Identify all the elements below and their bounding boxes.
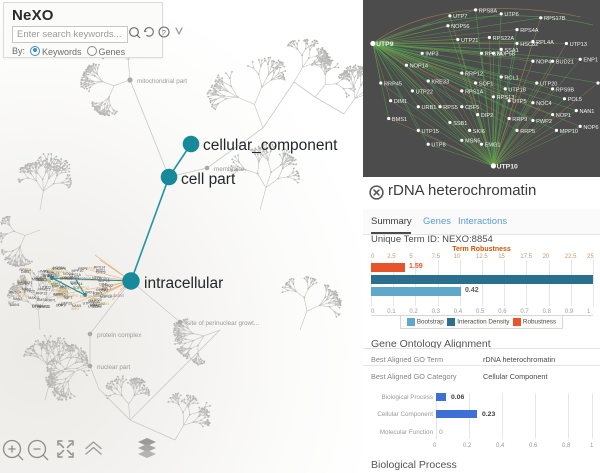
svg-text:intracellular: intracellular	[144, 275, 223, 292]
svg-text:RPS4A: RPS4A	[520, 28, 539, 34]
svg-text:SSB1: SSB1	[453, 121, 467, 127]
svg-text:NAN1: NAN1	[22, 287, 32, 291]
svg-text:DIM1: DIM1	[394, 99, 407, 105]
svg-text:NAN1: NAN1	[10, 303, 20, 307]
svg-text:RCL1: RCL1	[504, 75, 518, 81]
svg-text:UTP18: UTP18	[508, 87, 525, 93]
svg-text:NAN1: NAN1	[13, 297, 23, 301]
svg-text:IMP3: IMP3	[54, 275, 62, 279]
svg-text:DIM1: DIM1	[99, 282, 108, 286]
svg-text:PWP2: PWP2	[536, 119, 552, 125]
svg-text:CBF5: CBF5	[465, 105, 479, 111]
svg-text:cellular_component: cellular_component	[203, 137, 338, 154]
svg-text:NOP14: NOP14	[98, 279, 110, 283]
svg-text:RPS14: RPS14	[20, 268, 31, 272]
svg-text:NOC4: NOC4	[38, 278, 48, 282]
svg-text:MPP10: MPP10	[72, 269, 84, 273]
svg-text:UTP22: UTP22	[416, 89, 433, 95]
svg-text:RRP9: RRP9	[512, 117, 527, 123]
svg-text:KRE33: KRE33	[38, 305, 49, 309]
svg-text:RPS9B: RPS9B	[556, 87, 575, 93]
svg-text:NOC4: NOC4	[46, 268, 56, 272]
svg-text:KRE33: KRE33	[431, 79, 449, 85]
svg-text:cell part: cell part	[181, 171, 236, 188]
svg-text:?: ?	[162, 30, 166, 37]
svg-text:DIP2: DIP2	[481, 113, 493, 119]
svg-text:UTP20: UTP20	[88, 304, 99, 308]
svg-text:UTP7: UTP7	[453, 14, 467, 20]
svg-text:POL5: POL5	[568, 97, 582, 103]
svg-text:MAK11: MAK11	[28, 296, 40, 300]
svg-text:BUD21: BUD21	[49, 282, 61, 286]
svg-text:ENP1: ENP1	[583, 58, 598, 64]
svg-text:NOP6: NOP6	[583, 125, 598, 131]
svg-text:EMG1: EMG1	[485, 143, 501, 149]
svg-text:RRP5: RRP5	[520, 129, 535, 135]
svg-text:DIM1: DIM1	[101, 302, 110, 306]
svg-text:BUD21: BUD21	[556, 60, 574, 66]
svg-text:BMS1: BMS1	[392, 117, 407, 123]
svg-text:RPS5: RPS5	[443, 105, 458, 111]
svg-text:SOF1: SOF1	[479, 81, 494, 87]
svg-text:URB1: URB1	[422, 105, 437, 111]
svg-text:site of perinuclear growt...: site of perinuclear growt...	[187, 320, 259, 327]
svg-text:SKI6: SKI6	[473, 129, 485, 135]
svg-text:RPS8A: RPS8A	[479, 8, 498, 14]
svg-text:RRP12: RRP12	[36, 291, 48, 295]
svg-text:UTP10: UTP10	[497, 163, 518, 170]
svg-text:NOP14: NOP14	[410, 64, 428, 70]
svg-text:MAK21: MAK21	[38, 288, 50, 292]
svg-text:NOP56: NOP56	[451, 24, 469, 30]
svg-text:UTP6: UTP6	[504, 12, 518, 18]
svg-text:UTP13: UTP13	[570, 42, 587, 48]
svg-text:RPS17B: RPS17B	[544, 16, 566, 22]
svg-text:NAN1: NAN1	[72, 304, 82, 308]
svg-text:IMP3: IMP3	[425, 52, 438, 58]
svg-text:HCA4: HCA4	[57, 289, 67, 293]
svg-text:UTP5: UTP5	[512, 99, 526, 105]
svg-text:UTP8: UTP8	[431, 143, 445, 149]
svg-text:RPS1A: RPS1A	[465, 89, 484, 95]
svg-text:RRP12: RRP12	[465, 72, 483, 78]
svg-text:NOC4: NOC4	[536, 101, 552, 107]
svg-text:UTP9: UTP9	[376, 41, 394, 48]
svg-text:UTP9: UTP9	[99, 288, 108, 292]
svg-text:RPL4A: RPL4A	[536, 40, 554, 46]
svg-text:FCF1: FCF1	[18, 282, 27, 286]
svg-text:RRP1: RRP1	[46, 299, 56, 303]
svg-text:NOP4: NOP4	[536, 60, 551, 66]
svg-text:protein complex: protein complex	[97, 332, 142, 339]
svg-text:MPP10: MPP10	[560, 129, 578, 135]
svg-text:UTP20: UTP20	[540, 81, 557, 87]
svg-text:SSF1: SSF1	[64, 296, 73, 300]
svg-text:RPS22A: RPS22A	[493, 36, 515, 42]
svg-text:mitochondrial part: mitochondrial part	[137, 78, 187, 85]
svg-text:NAN1: NAN1	[580, 109, 595, 115]
svg-text:SSA1: SSA1	[504, 48, 518, 54]
svg-text:RRP45: RRP45	[384, 81, 402, 87]
svg-text:nuclear part: nuclear part	[97, 364, 131, 371]
svg-text:UTP15: UTP15	[422, 129, 439, 135]
svg-text:BRX1: BRX1	[96, 268, 105, 272]
svg-text:RRP12: RRP12	[77, 286, 89, 290]
svg-text:RPS1A: RPS1A	[10, 291, 22, 295]
svg-text:NOP1: NOP1	[556, 113, 571, 119]
svg-text:UTP21: UTP21	[461, 38, 478, 44]
svg-text:FAF1: FAF1	[58, 303, 67, 307]
svg-text:MSN5: MSN5	[465, 139, 481, 145]
